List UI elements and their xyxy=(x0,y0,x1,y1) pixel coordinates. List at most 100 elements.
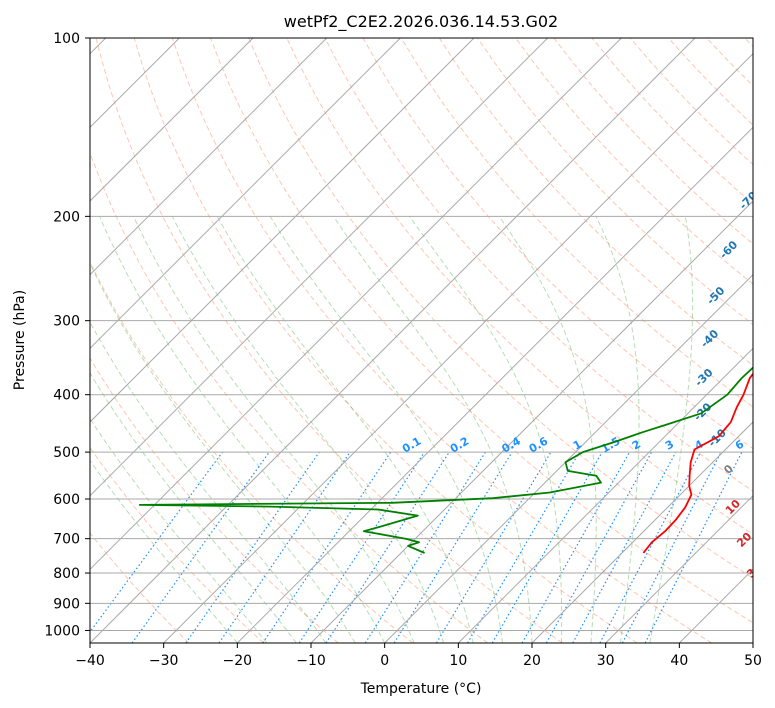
x-tick-label: −10 xyxy=(296,653,326,669)
dry-adiabat xyxy=(553,38,753,245)
dry-adiabat xyxy=(248,38,753,579)
dry-adiabat xyxy=(90,446,264,643)
isotherm-line xyxy=(90,38,696,643)
dry-adiabat xyxy=(400,38,753,408)
moist-adiabat xyxy=(408,216,563,643)
moist-adiabat xyxy=(332,216,533,643)
isotherm-line xyxy=(531,421,753,643)
isotherm-label: 10 xyxy=(723,497,743,517)
dry-adiabat xyxy=(171,38,712,643)
x-tick-label: −20 xyxy=(223,653,253,669)
isotherm-line xyxy=(90,38,401,350)
y-tick-label: 800 xyxy=(53,566,80,582)
moist-adiabat xyxy=(90,371,297,643)
y-tick-label: 700 xyxy=(53,532,80,548)
mixing-ratio-line xyxy=(644,451,743,643)
isotherm-line xyxy=(90,38,254,202)
mixing-ratio-line xyxy=(218,451,351,643)
series-line-temperature xyxy=(642,372,753,554)
isotherm-line xyxy=(678,568,753,643)
moist-adiabat xyxy=(171,216,445,643)
isotherm-line xyxy=(90,38,622,571)
moist-adiabat xyxy=(90,417,268,643)
isotherm-line xyxy=(605,494,753,643)
isotherm-label: 20 xyxy=(734,530,754,550)
mixing-ratio-line xyxy=(491,451,603,643)
dry-adiabat xyxy=(133,38,638,643)
dry-adiabat xyxy=(324,38,753,492)
x-tick-label: −40 xyxy=(75,653,105,669)
dry-adiabat xyxy=(210,38,753,624)
dry-adiabat xyxy=(90,151,488,643)
moist-adiabat xyxy=(649,216,694,643)
moist-adiabat xyxy=(269,216,503,643)
mixing-ratio-label: 3 xyxy=(663,438,676,453)
isotherm-label: -80 xyxy=(760,140,775,163)
mixing-ratio-line xyxy=(262,451,392,643)
y-tick-label: 900 xyxy=(53,596,80,612)
mixing-ratio-line xyxy=(364,451,486,643)
x-axis-label: Temperature (°C) xyxy=(360,681,482,697)
series-line-dewpoint xyxy=(138,366,753,554)
y-axis-label: Pressure (hPa) xyxy=(12,290,28,390)
plot-frame xyxy=(89,37,754,644)
mixing-ratio-line xyxy=(393,451,513,643)
x-axis: −40 −30 −20 −10 0 10 20 30 40 50 xyxy=(75,643,762,669)
moist-adiabat xyxy=(498,216,597,643)
isotherm-line xyxy=(90,38,328,276)
dry-adiabat xyxy=(95,38,563,643)
isotherm-line xyxy=(457,347,753,643)
plot-area: -100-90-80-70-60-50-40-30-20-10010203040… xyxy=(90,38,775,643)
moist-adiabat xyxy=(133,216,415,643)
mixing-ratio-line xyxy=(325,451,450,643)
y-tick-label: 100 xyxy=(53,31,80,47)
mixing-ratio-line xyxy=(599,451,702,643)
y-tick-label: 200 xyxy=(53,209,80,225)
mixing-ratio-line xyxy=(521,451,631,643)
isotherm-line xyxy=(384,273,753,643)
dry-adiabat xyxy=(515,38,753,285)
mixing-ratio-line xyxy=(435,451,552,643)
moist-adiabat xyxy=(90,262,356,643)
dry-adiabat xyxy=(744,38,753,48)
mixing-ratio-line xyxy=(90,451,223,633)
isotherm-line xyxy=(310,200,753,643)
x-tick-label: 10 xyxy=(449,653,467,669)
isotherm-label: 40 xyxy=(757,588,775,608)
mixing-ratio-line xyxy=(572,451,677,643)
isotherm-line xyxy=(752,642,753,643)
y-tick-label: 300 xyxy=(53,314,80,330)
y-tick-label: 400 xyxy=(53,388,80,404)
y-tick-label: 500 xyxy=(53,445,80,461)
dry-adiabat xyxy=(591,38,753,205)
isotherm-line xyxy=(236,126,753,643)
moist-adiabat xyxy=(595,216,640,643)
dry-adiabat xyxy=(90,260,414,643)
mixing-ratio-line xyxy=(185,451,320,643)
x-tick-label: 40 xyxy=(670,653,688,669)
isotherm-label: -40 xyxy=(698,327,721,350)
isotherm-line xyxy=(90,38,549,497)
y-tick-label: 600 xyxy=(53,492,80,508)
dry-adiabat xyxy=(668,38,753,126)
moist-adiabat xyxy=(99,216,386,643)
dry-adiabat xyxy=(438,38,753,367)
moist-adiabat xyxy=(90,321,327,643)
moist-adiabat xyxy=(90,459,238,643)
isotherm-label: 30 xyxy=(744,560,764,580)
isotherm-line xyxy=(90,38,475,423)
mixing-ratio-label: 8 xyxy=(762,438,775,453)
background-lines xyxy=(90,38,753,643)
x-tick-label: −30 xyxy=(149,653,179,669)
isotherm-line xyxy=(163,52,753,643)
x-tick-label: 30 xyxy=(597,653,615,669)
mixing-ratio-line xyxy=(466,451,580,643)
sounding-series xyxy=(138,366,753,554)
x-tick-label: 20 xyxy=(523,653,541,669)
mixing-ratio-line xyxy=(298,451,425,643)
chart-title: wetPf2_C2E2.2026.036.14.53.G02 xyxy=(284,12,558,32)
dry-adiabat xyxy=(90,532,190,643)
dry-adiabat xyxy=(90,357,339,643)
mixing-ratio-label: 6 xyxy=(733,437,746,452)
